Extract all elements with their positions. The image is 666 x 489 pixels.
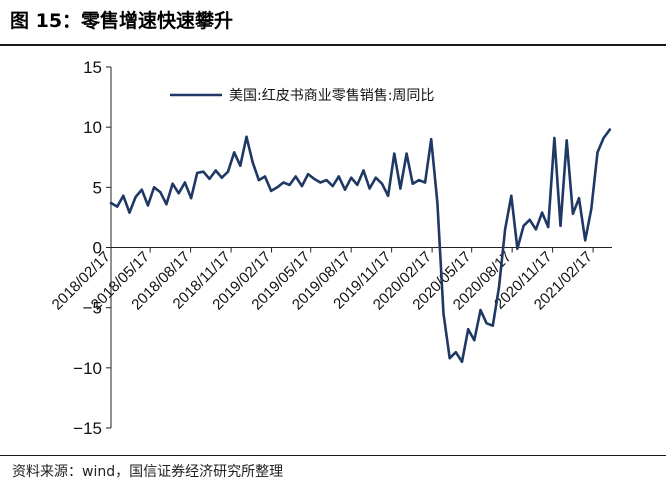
data-point bbox=[183, 181, 187, 184]
data-point bbox=[584, 239, 587, 242]
y-tick-label: 5 bbox=[93, 178, 102, 197]
data-point bbox=[343, 188, 347, 191]
data-point bbox=[380, 182, 384, 185]
data-point bbox=[547, 225, 550, 229]
data-point bbox=[140, 188, 143, 191]
data-point bbox=[196, 171, 199, 175]
data-point bbox=[306, 172, 310, 176]
data-point bbox=[116, 205, 119, 208]
data-point bbox=[122, 194, 125, 197]
data-point bbox=[559, 224, 562, 227]
data-point bbox=[540, 211, 544, 214]
data-point bbox=[602, 136, 605, 140]
data-point bbox=[485, 322, 488, 325]
data-point bbox=[368, 187, 371, 190]
data-point bbox=[177, 192, 180, 195]
data-point bbox=[442, 312, 445, 315]
data-point bbox=[448, 357, 451, 360]
data-point bbox=[245, 135, 248, 138]
data-point bbox=[331, 184, 334, 188]
data-point bbox=[202, 170, 205, 173]
data-point bbox=[159, 190, 162, 194]
data-point bbox=[405, 152, 408, 155]
chart-axes: 151050−5−10−152018/02/172018/05/172018/0… bbox=[49, 58, 612, 438]
data-point bbox=[565, 139, 568, 142]
data-point bbox=[436, 201, 439, 205]
data-point bbox=[510, 194, 513, 197]
data-point bbox=[269, 189, 273, 193]
data-point bbox=[460, 360, 464, 363]
data-point bbox=[251, 160, 254, 164]
data-point bbox=[294, 175, 297, 178]
data-point bbox=[522, 224, 525, 227]
data-point bbox=[239, 164, 242, 167]
data-point bbox=[596, 151, 599, 154]
data-point bbox=[374, 176, 377, 179]
legend-label: 美国:红皮书商业零售销售:周同比 bbox=[229, 88, 434, 104]
data-point bbox=[319, 181, 322, 184]
data-point bbox=[399, 187, 402, 190]
y-tick-label: −10 bbox=[73, 359, 102, 378]
y-tick-label: −5 bbox=[83, 299, 102, 318]
data-point bbox=[220, 176, 223, 179]
plot-area bbox=[109, 128, 612, 364]
data-point bbox=[393, 152, 396, 155]
data-point bbox=[577, 197, 581, 200]
data-point bbox=[423, 181, 427, 184]
data-point bbox=[337, 175, 340, 178]
legend: 美国:红皮书商业零售销售:周同比 bbox=[170, 88, 434, 104]
data-point bbox=[473, 339, 476, 342]
data-point bbox=[313, 177, 316, 181]
data-point bbox=[608, 128, 611, 131]
data-point bbox=[263, 175, 267, 178]
y-tick-label: 15 bbox=[83, 58, 102, 77]
data-point bbox=[233, 151, 236, 154]
data-point bbox=[503, 228, 507, 231]
data-point bbox=[226, 170, 230, 173]
data-point bbox=[282, 181, 285, 184]
data-point bbox=[571, 212, 575, 215]
data-point bbox=[479, 308, 482, 312]
y-tick-label: 10 bbox=[83, 118, 102, 137]
data-point bbox=[553, 136, 556, 140]
data-point bbox=[325, 178, 328, 182]
data-point bbox=[362, 169, 365, 172]
figure-title: 图 15：零售增速快速攀升 bbox=[10, 10, 234, 32]
data-point bbox=[454, 351, 457, 354]
data-point bbox=[350, 176, 353, 179]
data-point bbox=[165, 203, 168, 206]
data-point bbox=[214, 169, 217, 172]
data-point bbox=[128, 211, 131, 214]
data-point bbox=[146, 204, 150, 207]
data-point bbox=[208, 177, 211, 181]
y-tick-label: 0 bbox=[93, 239, 102, 258]
data-point bbox=[288, 183, 291, 187]
data-point bbox=[257, 178, 260, 182]
data-point bbox=[152, 186, 156, 189]
data-point bbox=[430, 138, 433, 141]
source-rule bbox=[0, 455, 666, 456]
source-note: 资料来源：wind，国信证券经济研究所整理 bbox=[12, 464, 284, 480]
data-point bbox=[134, 195, 137, 199]
data-point bbox=[300, 184, 304, 188]
series-line bbox=[109, 128, 612, 364]
data-point bbox=[109, 201, 113, 205]
data-point bbox=[467, 328, 470, 331]
y-tick-label: −15 bbox=[73, 419, 102, 438]
data-point bbox=[417, 178, 421, 182]
data-point bbox=[171, 182, 174, 185]
data-point bbox=[590, 207, 593, 211]
title-rule bbox=[0, 44, 666, 46]
data-point bbox=[534, 228, 538, 231]
data-point bbox=[528, 218, 531, 221]
data-point bbox=[516, 247, 519, 250]
data-point bbox=[276, 186, 279, 189]
data-point bbox=[411, 182, 414, 185]
data-point bbox=[491, 324, 494, 327]
data-point bbox=[356, 183, 359, 187]
data-point bbox=[189, 197, 193, 200]
data-point bbox=[497, 286, 501, 289]
data-point bbox=[386, 194, 390, 197]
